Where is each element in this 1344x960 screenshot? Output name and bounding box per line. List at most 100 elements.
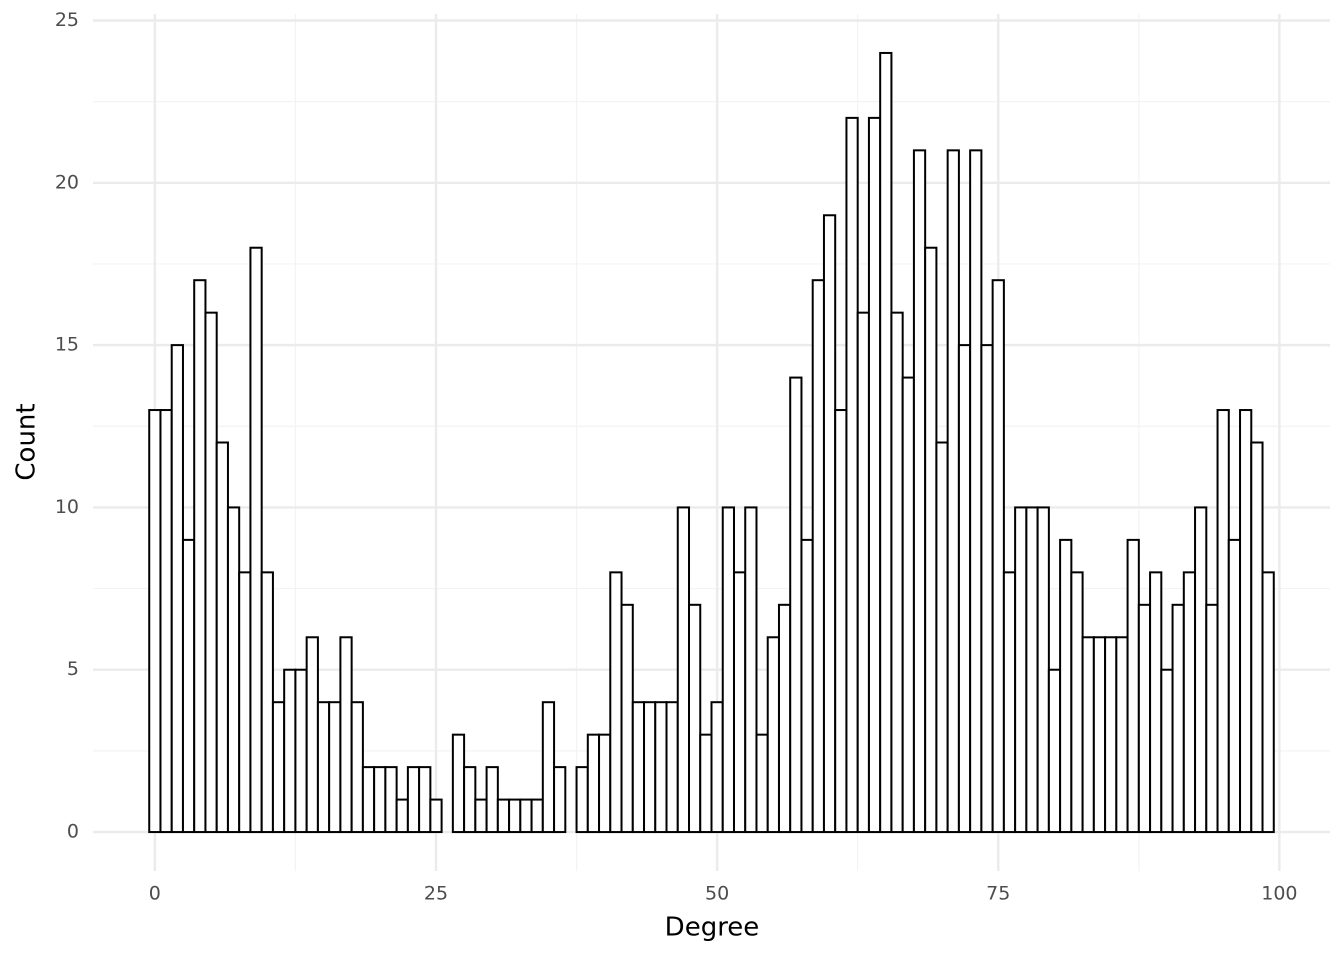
bar	[586, 733, 601, 834]
bar	[1047, 668, 1062, 834]
y-tick-label: 20	[55, 171, 79, 193]
bar	[665, 701, 679, 834]
bar	[226, 506, 241, 834]
bar	[676, 506, 691, 834]
bar	[294, 668, 308, 834]
bar	[508, 798, 522, 834]
bar	[946, 149, 960, 834]
bar	[969, 149, 983, 834]
bar	[384, 766, 398, 834]
bar	[1137, 603, 1152, 834]
y-axis-title: Count	[12, 403, 42, 480]
bar	[1239, 409, 1253, 834]
bar	[1216, 409, 1230, 834]
bar	[1059, 538, 1073, 834]
bar	[822, 214, 837, 834]
bar	[766, 636, 780, 834]
bar	[1115, 636, 1129, 834]
bar	[598, 733, 612, 834]
bar	[744, 506, 758, 834]
bar	[834, 409, 848, 834]
bar	[181, 538, 196, 834]
bar	[1227, 538, 1242, 834]
bar	[496, 798, 511, 834]
bar	[1002, 571, 1017, 834]
bar	[238, 571, 252, 834]
bar	[1014, 506, 1028, 834]
bar	[1171, 603, 1185, 834]
bar	[519, 798, 533, 834]
bar	[924, 246, 938, 834]
bar	[1182, 571, 1197, 834]
bar	[710, 701, 724, 834]
bar	[373, 766, 387, 834]
bar	[1036, 506, 1050, 834]
bar	[811, 279, 825, 834]
bar	[856, 311, 870, 834]
bar	[800, 538, 814, 834]
bar	[1250, 441, 1264, 834]
x-tick-label: 0	[149, 883, 161, 905]
y-tick-label: 10	[55, 496, 79, 518]
bar	[935, 441, 949, 834]
bar	[777, 603, 792, 834]
bar	[395, 798, 409, 834]
bar	[1205, 603, 1219, 834]
bar	[1149, 571, 1163, 834]
bar	[755, 733, 769, 834]
bar	[541, 701, 556, 834]
bar	[620, 603, 634, 834]
bar	[901, 376, 915, 834]
bar	[406, 766, 421, 834]
y-tick-label: 15	[55, 334, 79, 356]
bar	[339, 636, 353, 834]
bar	[1025, 506, 1039, 834]
bar	[215, 441, 229, 834]
bar	[912, 149, 927, 834]
bar	[463, 766, 477, 834]
bar	[193, 279, 207, 834]
bar	[148, 409, 162, 834]
bar	[260, 571, 274, 834]
x-tick-label: 100	[1261, 883, 1297, 905]
bar	[688, 603, 702, 834]
bar	[879, 51, 893, 834]
bar	[789, 376, 803, 834]
bar	[631, 701, 646, 834]
x-tick-label: 25	[424, 883, 448, 905]
bar	[249, 246, 263, 834]
bar	[721, 506, 735, 834]
bar	[316, 701, 331, 834]
bar	[980, 344, 994, 834]
bar	[575, 766, 589, 834]
bar	[845, 116, 859, 834]
bar	[1194, 506, 1208, 834]
bar	[429, 798, 443, 834]
bar	[1092, 636, 1107, 834]
y-tick-label: 25	[55, 9, 79, 31]
bar	[699, 733, 713, 834]
bar	[957, 344, 972, 834]
bar	[890, 311, 904, 834]
bar	[159, 409, 173, 834]
bar	[991, 279, 1005, 834]
bar	[553, 766, 567, 834]
bar	[732, 571, 747, 834]
y-tick-label: 5	[67, 658, 79, 680]
bar	[609, 571, 623, 834]
bar	[361, 766, 376, 834]
bar	[654, 701, 668, 834]
bar	[328, 701, 342, 834]
bar	[204, 311, 218, 834]
bar	[485, 766, 499, 834]
bar	[305, 636, 319, 834]
y-tick-label: 0	[67, 821, 79, 843]
bar	[1261, 571, 1275, 834]
bar	[418, 766, 432, 834]
bar	[451, 733, 466, 834]
bar	[1070, 571, 1084, 834]
bar	[1104, 636, 1118, 834]
x-tick-label: 75	[986, 883, 1010, 905]
bar	[283, 668, 297, 834]
